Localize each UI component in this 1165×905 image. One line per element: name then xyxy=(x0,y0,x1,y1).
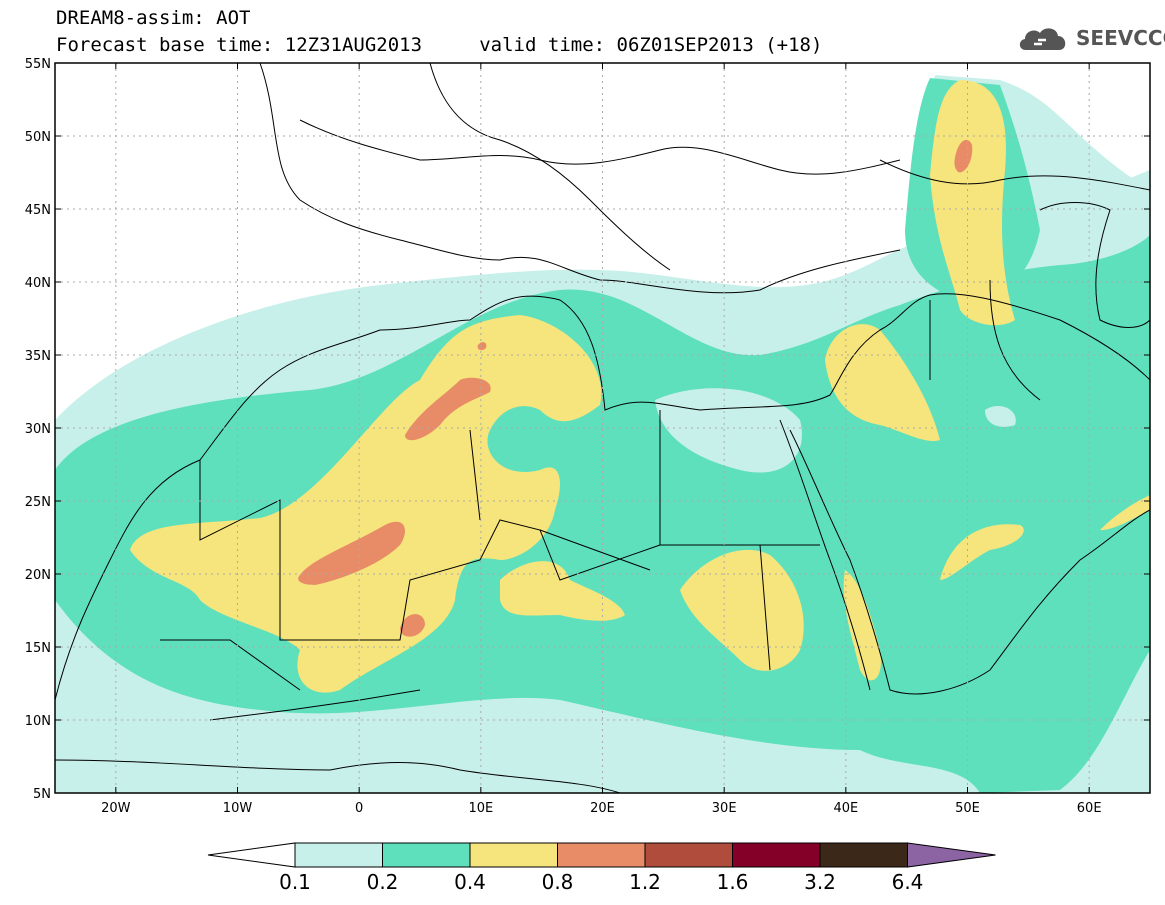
map-title: DREAM8-assim: AOT xyxy=(56,7,251,29)
colorbar-segment xyxy=(469,842,558,868)
colorbar-label: 0.2 xyxy=(367,870,399,894)
y-axis: 55N 50N 45N 40N 35N 30N 25N 20N 15N 10N 5N xyxy=(25,57,1150,802)
colorbar-arrow-low xyxy=(207,842,296,868)
x-axis: 20W 10W 0 10E 20E 30E 40E 50E 60E xyxy=(101,63,1102,816)
x-tick-label: 0 xyxy=(355,801,363,816)
y-tick-label: 5N xyxy=(33,787,51,802)
y-tick-label: 10N xyxy=(25,714,51,729)
aot-level-0.4 xyxy=(130,80,1150,693)
logo-text: SEEVCCC xyxy=(1076,26,1165,50)
y-tick-label: 40N xyxy=(25,276,51,291)
y-tick-label: 15N xyxy=(25,641,51,656)
x-tick-label: 20W xyxy=(101,801,131,816)
map-subtitle: Forecast base time: 12Z31AUG2013 valid t… xyxy=(56,34,823,56)
aot-level-0.8 xyxy=(298,139,973,637)
y-tick-label: 55N xyxy=(25,57,51,72)
y-tick-label: 45N xyxy=(25,203,51,218)
colorbar: 0.1 0.2 0.4 0.8 1.2 1.6 3.2 6.4 xyxy=(207,842,996,894)
cloud-icon xyxy=(1019,28,1066,50)
seevccc-logo: SEEVCCC xyxy=(1016,18,1165,58)
x-tick-label: 10E xyxy=(468,801,493,816)
colorbar-segment xyxy=(819,842,908,868)
y-tick-label: 50N xyxy=(25,130,51,145)
x-tick-label: 50E xyxy=(955,801,980,816)
x-tick-label: 40E xyxy=(833,801,858,816)
colorbar-label: 3.2 xyxy=(804,870,836,894)
y-tick-label: 30N xyxy=(25,422,51,437)
y-tick-label: 20N xyxy=(25,568,51,583)
y-tick-label: 35N xyxy=(25,349,51,364)
colorbar-label: 0.1 xyxy=(279,870,311,894)
colorbar-segment xyxy=(294,842,383,868)
coastlines xyxy=(55,63,1150,793)
x-tick-label: 30E xyxy=(712,801,737,816)
grid-lines xyxy=(55,63,1150,793)
colorbar-segment xyxy=(732,842,821,868)
x-tick-label: 10W xyxy=(223,801,253,816)
x-tick-label: 60E xyxy=(1077,801,1102,816)
colorbar-segment xyxy=(644,842,733,868)
colorbar-segment xyxy=(382,842,471,868)
y-tick-label: 25N xyxy=(25,495,51,510)
colorbar-label: 1.2 xyxy=(629,870,661,894)
colorbar-segment xyxy=(557,842,646,868)
colorbar-label: 0.4 xyxy=(454,870,486,894)
colorbar-label: 0.8 xyxy=(542,870,574,894)
colorbar-label: 1.6 xyxy=(717,870,749,894)
colorbar-arrow-high xyxy=(907,842,996,868)
x-tick-label: 20E xyxy=(590,801,615,816)
colorbar-label: 6.4 xyxy=(892,870,924,894)
